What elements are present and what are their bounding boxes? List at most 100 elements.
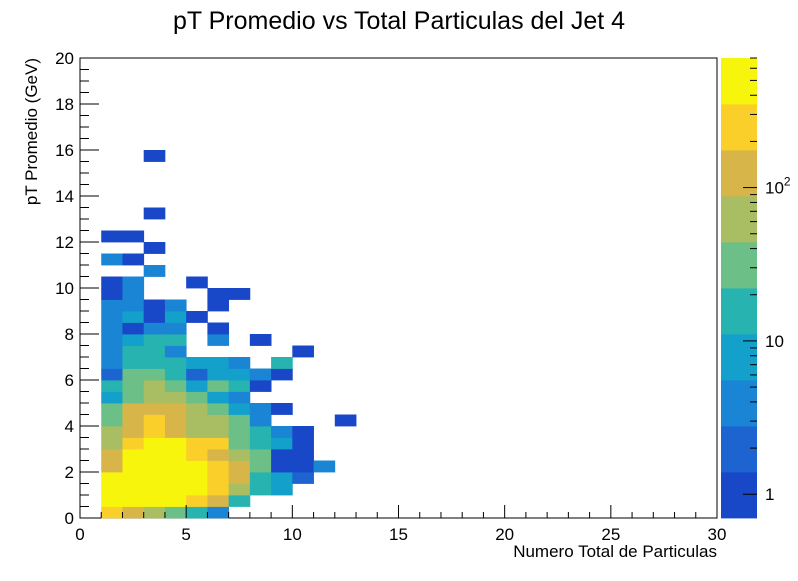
heatmap-cell <box>207 460 230 473</box>
heatmap-cell <box>186 380 208 392</box>
heatmap-cell <box>101 288 123 300</box>
y-tick-label: 4 <box>65 417 74 436</box>
heatmap-cell <box>207 357 230 369</box>
heatmap-cell <box>186 460 208 473</box>
heatmap-cell <box>228 368 251 381</box>
heatmap-cell <box>143 150 166 162</box>
heatmap-cell <box>164 449 187 461</box>
heatmap-cell <box>122 426 145 438</box>
heatmap-cell <box>101 414 123 427</box>
heatmap-cell <box>186 276 208 289</box>
colorbar-swatch <box>721 426 757 473</box>
heatmap-cell <box>207 368 230 381</box>
y-tick-label: 8 <box>65 325 74 344</box>
heatmap-cell <box>228 403 251 415</box>
heatmap-cell <box>164 391 187 404</box>
heatmap-cell <box>101 230 123 243</box>
heatmap-cell <box>143 472 166 484</box>
heatmap-cell <box>228 495 251 507</box>
heatmap-cell <box>313 460 336 473</box>
heatmap-cell <box>143 345 166 358</box>
heatmap-cell <box>207 495 230 507</box>
heatmap-cell <box>164 322 187 335</box>
heatmap-cell <box>228 357 251 369</box>
heatmap-cell <box>186 437 208 450</box>
heatmap-cell <box>122 230 145 243</box>
heatmap-cell <box>164 460 187 473</box>
heatmap-cell <box>207 334 230 346</box>
heatmap-cell <box>292 345 314 358</box>
heatmap-cell <box>143 299 166 312</box>
heatmap-cell <box>101 276 123 289</box>
y-axis-label: pT Promedio (GeV) <box>22 58 41 205</box>
x-axis-label: Numero Total de Particulas <box>513 542 717 561</box>
heatmap-cell <box>292 426 314 438</box>
colorbar-tick-label: 102 <box>765 175 791 198</box>
heatmap-cell <box>122 322 145 335</box>
heatmap-cell <box>249 483 272 496</box>
heatmap-cell <box>122 495 145 507</box>
heatmap-cell <box>143 437 166 450</box>
heatmap-cell <box>122 472 145 484</box>
color-scale: 1 10 102 <box>721 57 791 519</box>
heatmap-cell <box>122 334 145 346</box>
heatmap-cell <box>249 368 272 381</box>
heatmap-cell <box>186 357 208 369</box>
y-tick-label: 18 <box>55 95 74 114</box>
heatmap-cell <box>228 426 251 438</box>
heatmap-cell <box>207 483 230 496</box>
heatmap-cell <box>122 506 145 519</box>
heatmap-cell <box>271 483 293 496</box>
heatmap-cell <box>101 426 123 438</box>
heatmap-cell <box>164 437 187 450</box>
heatmap-cell <box>143 207 166 220</box>
heatmap-cell <box>143 322 166 335</box>
heatmap-cell <box>186 368 208 381</box>
heatmap-cell <box>186 495 208 507</box>
heatmap-cell <box>101 380 123 392</box>
heatmap-cell <box>164 299 187 312</box>
heatmap-cell <box>207 506 230 519</box>
heatmap-cell <box>101 483 123 496</box>
colorbar-tick-label: 10 <box>765 332 784 351</box>
heatmap-cell <box>228 460 251 473</box>
heatmap-cell <box>186 506 208 519</box>
heatmap-cell <box>101 345 123 358</box>
y-tick-label: 16 <box>55 141 74 160</box>
heatmap-cell <box>164 506 187 519</box>
heatmap-cell <box>122 288 145 300</box>
y-tick-label: 10 <box>55 279 74 298</box>
heatmap-cell <box>143 265 166 277</box>
heatmap-cell <box>164 311 187 323</box>
heatmap-cell <box>207 414 230 427</box>
heatmap-cell <box>143 449 166 461</box>
heatmap-cell <box>122 253 145 266</box>
heatmap-cell <box>143 460 166 473</box>
heatmap-cell <box>143 403 166 415</box>
heatmap-cell <box>249 334 272 346</box>
heatmap-cell <box>143 426 166 438</box>
heatmap-cell <box>186 391 208 404</box>
colorbar-swatch <box>721 58 757 105</box>
heatmap-cell <box>271 472 293 484</box>
colorbar-swatch <box>721 288 757 335</box>
heatmap-cell <box>271 449 293 461</box>
heatmap-cell <box>186 483 208 496</box>
heatmap-cell <box>186 449 208 461</box>
axes: 0 5 10 15 20 25 30 0 2 4 6 8 10 12 14 16 18 20 <box>55 49 726 544</box>
chart-title: pT Promedio vs Total Particulas del Jet … <box>173 7 625 35</box>
heatmap-cell <box>164 403 187 415</box>
heatmap-cell <box>101 368 123 381</box>
heatmap-cell <box>122 437 145 450</box>
heatmap-cell <box>101 495 123 507</box>
heatmap-cell <box>101 311 123 323</box>
heatmap-cell <box>271 368 293 381</box>
heatmap-cell <box>228 472 251 484</box>
heatmap-cell <box>101 334 123 346</box>
colorbar-swatch <box>721 196 757 243</box>
heatmap-cell <box>164 345 187 358</box>
colorbar-swatch <box>721 104 757 151</box>
heatmap-cell <box>122 368 145 381</box>
heatmap-cell <box>143 414 166 427</box>
heatmap-cell <box>249 460 272 473</box>
